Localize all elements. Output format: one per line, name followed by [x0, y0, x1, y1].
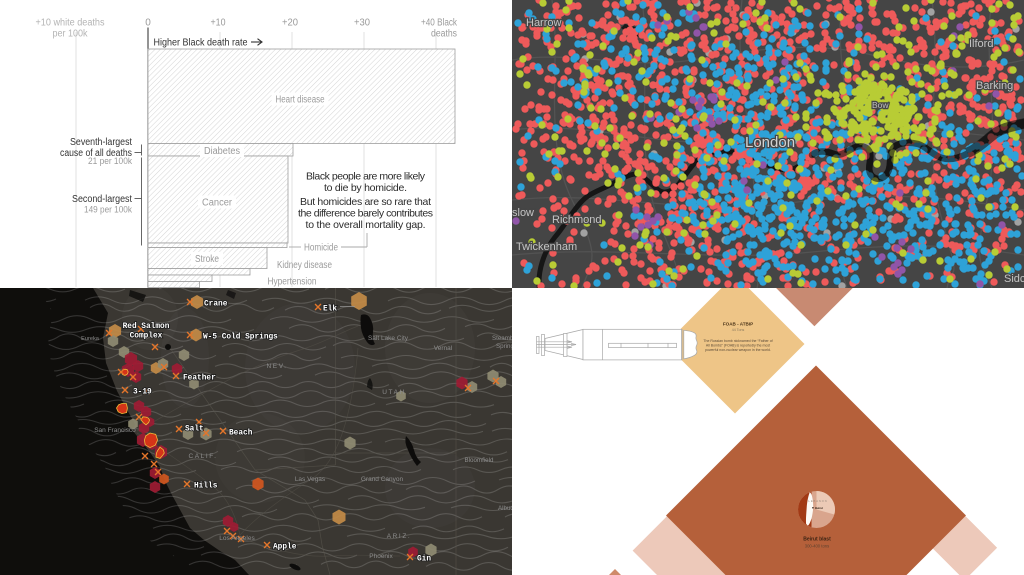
- svg-text:Los Angeles: Los Angeles: [219, 535, 255, 542]
- svg-text:Vernal: Vernal: [434, 345, 453, 352]
- svg-text:London: London: [745, 134, 795, 151]
- svg-text:Eureka: Eureka: [81, 336, 100, 342]
- svg-text:Crane: Crane: [204, 301, 228, 309]
- svg-text:per 100k: per 100k: [53, 29, 89, 40]
- svg-text:Phoenix: Phoenix: [369, 553, 393, 560]
- svg-text:slow: slow: [512, 207, 534, 219]
- svg-text:0: 0: [145, 18, 151, 29]
- svg-text:Twickenham: Twickenham: [516, 241, 577, 253]
- svg-text:+10: +10: [211, 18, 226, 29]
- svg-text:Harrow: Harrow: [526, 17, 562, 29]
- svg-text:Steamboat: Steamboat: [492, 335, 512, 342]
- svg-text:UTAH: UTAH: [382, 389, 406, 396]
- svg-text:Apple: Apple: [273, 544, 297, 552]
- svg-text:Elk: Elk: [323, 306, 337, 314]
- svg-text:cause of all deaths: cause of all deaths: [60, 148, 132, 159]
- svg-text:Higher Black death rate: Higher Black death rate: [154, 38, 248, 49]
- svg-text:deaths: deaths: [431, 29, 457, 40]
- svg-text:Richmond: Richmond: [552, 214, 602, 226]
- svg-text:Salt Lake City: Salt Lake City: [368, 335, 409, 342]
- svg-text:Heart disease: Heart disease: [276, 95, 325, 106]
- svg-text:Barking: Barking: [976, 80, 1013, 92]
- svg-text:Homicide: Homicide: [304, 243, 338, 254]
- svg-text:Beirut: Beirut: [815, 506, 823, 510]
- svg-text:Kidney disease: Kidney disease: [277, 260, 332, 271]
- svg-text:Gin: Gin: [417, 556, 431, 564]
- svg-text:Sidcup: Sidcup: [1004, 273, 1024, 285]
- svg-text:Bow: Bow: [872, 100, 889, 110]
- svg-text:Ilford: Ilford: [969, 38, 993, 50]
- svg-text:All Bombs” (FOAB) is reportedl: All Bombs” (FOAB) is reportedly the most: [706, 344, 770, 348]
- svg-text:Albuquerque: Albuquerque: [498, 505, 512, 512]
- svg-text:to die by homicide.: to die by homicide.: [324, 182, 407, 194]
- svg-text:21 per 100k: 21 per 100k: [88, 156, 132, 167]
- svg-text:Salt: Salt: [185, 426, 204, 434]
- svg-text:3-19: 3-19: [133, 389, 152, 397]
- svg-text:NEV.: NEV.: [267, 363, 288, 370]
- svg-text:+10 white deaths: +10 white deaths: [36, 18, 105, 29]
- svg-text:The Russian bomb nicknamed the: The Russian bomb nicknamed the “Father o…: [703, 339, 772, 343]
- svg-text:+40 Black: +40 Black: [421, 18, 458, 29]
- svg-text:Cancer: Cancer: [202, 198, 233, 209]
- svg-text:Grand Canyon: Grand Canyon: [361, 476, 404, 483]
- svg-text:But homicides are so rare that: But homicides are so rare that: [300, 196, 431, 208]
- svg-text:Las Vegas: Las Vegas: [295, 476, 326, 483]
- svg-text:Bloomfield: Bloomfield: [465, 457, 494, 464]
- svg-text:Complex: Complex: [130, 333, 163, 341]
- svg-text:Red Salmon: Red Salmon: [123, 323, 170, 331]
- svg-text:CALIF.: CALIF.: [188, 453, 217, 460]
- svg-text:149 per 100k: 149 per 100k: [84, 205, 132, 216]
- svg-text:Beach: Beach: [229, 430, 253, 438]
- svg-text:FOAB - ATBIP: FOAB - ATBIP: [723, 322, 753, 327]
- svg-text:Hypertension: Hypertension: [268, 277, 317, 288]
- svg-text:300-400 tons: 300-400 tons: [805, 544, 829, 549]
- svg-text:powerful non-nuclear weapon in: powerful non-nuclear weapon in the world…: [705, 348, 771, 352]
- svg-text:Stroke: Stroke: [195, 254, 219, 265]
- svg-text:ARIZ.: ARIZ.: [387, 533, 412, 540]
- svg-text:Diabetes: Diabetes: [204, 146, 240, 157]
- svg-text:Feather: Feather: [183, 375, 216, 383]
- svg-text:44 Tons: 44 Tons: [732, 328, 745, 332]
- svg-text:+20: +20: [282, 18, 298, 29]
- svg-text:W-5 Cold Springs: W-5 Cold Springs: [203, 334, 278, 342]
- svg-text:the difference barely contribu: the difference barely contributes: [298, 208, 433, 220]
- svg-text:Springs: Springs: [496, 343, 512, 350]
- svg-text:San Francisco: San Francisco: [94, 427, 136, 434]
- svg-text:+30: +30: [354, 18, 370, 29]
- svg-text:Black people are more likely: Black people are more likely: [306, 171, 426, 183]
- svg-text:LEBANON: LEBANON: [808, 499, 827, 503]
- svg-text:Beirut blast: Beirut blast: [803, 537, 831, 543]
- svg-text:to the overall mortality gap.: to the overall mortality gap.: [306, 219, 426, 231]
- svg-text:Hills: Hills: [194, 483, 218, 491]
- svg-text:Seventh-largest: Seventh-largest: [70, 137, 132, 148]
- svg-text:Second-largest: Second-largest: [72, 194, 132, 205]
